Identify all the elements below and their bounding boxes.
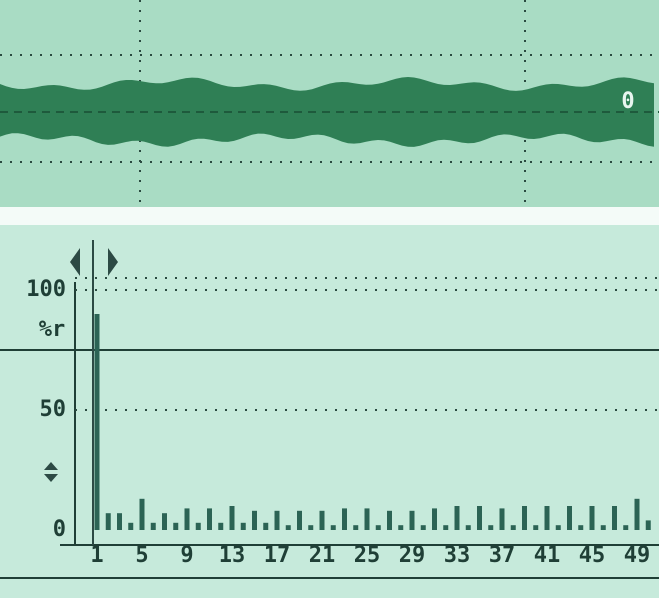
bar xyxy=(590,506,595,530)
bar xyxy=(342,508,347,530)
bar xyxy=(477,506,482,530)
bar xyxy=(556,525,561,530)
bar xyxy=(117,513,122,530)
bar xyxy=(162,513,167,530)
bar xyxy=(196,523,201,530)
bar xyxy=(432,508,437,530)
bar xyxy=(95,314,100,530)
bar xyxy=(128,523,133,530)
bar xyxy=(263,523,268,530)
bar xyxy=(286,525,291,530)
bar xyxy=(151,523,156,530)
bar xyxy=(106,513,111,530)
x-tick-label: 5 xyxy=(135,543,148,568)
bar xyxy=(331,525,336,530)
bar xyxy=(297,511,302,530)
y-tick-label: 100 xyxy=(26,277,66,302)
x-tick-label: 41 xyxy=(534,543,561,568)
y-tick-label: 0 xyxy=(53,517,66,542)
bar xyxy=(623,525,628,530)
x-tick-label: 25 xyxy=(354,543,381,568)
screen: 0 %r 0 50 100 1 5 9 13 17 21 25 29 33 37 41 45 49 xyxy=(0,0,659,598)
bar xyxy=(545,506,550,530)
bar xyxy=(387,511,392,530)
x-tick-label: 1 xyxy=(90,543,103,568)
bar xyxy=(140,499,145,530)
bar xyxy=(646,520,651,530)
y-tick-label: 50 xyxy=(40,397,67,422)
bar xyxy=(252,511,257,530)
bar xyxy=(308,525,313,530)
bar xyxy=(511,525,516,530)
bar xyxy=(488,525,493,530)
waveform-label: 0 xyxy=(621,89,634,114)
bar xyxy=(241,523,246,530)
bar xyxy=(173,523,178,530)
bar xyxy=(218,523,223,530)
x-tick-label: 33 xyxy=(444,543,471,568)
bar xyxy=(320,511,325,530)
bar xyxy=(398,525,403,530)
bar xyxy=(185,508,190,530)
bar xyxy=(207,508,212,530)
x-tick-label: 17 xyxy=(264,543,291,568)
bar xyxy=(443,525,448,530)
panel-gap xyxy=(0,207,659,225)
x-tick-label: 13 xyxy=(219,543,246,568)
bar xyxy=(410,511,415,530)
bar xyxy=(421,525,426,530)
bar xyxy=(612,506,617,530)
bar xyxy=(230,506,235,530)
x-tick-label: 49 xyxy=(624,543,651,568)
bar xyxy=(533,525,538,530)
x-tick-label: 9 xyxy=(180,543,193,568)
bar xyxy=(567,506,572,530)
page: {"waveform_label": "0", "chart_data": {"… xyxy=(0,0,659,598)
y-axis-label: %r xyxy=(39,317,66,342)
bar xyxy=(466,525,471,530)
x-tick-label: 37 xyxy=(489,543,516,568)
bar xyxy=(601,525,606,530)
bar xyxy=(365,508,370,530)
x-tick-label: 45 xyxy=(579,543,606,568)
bar xyxy=(376,525,381,530)
bar xyxy=(275,511,280,530)
x-tick-label: 29 xyxy=(399,543,426,568)
bar xyxy=(578,525,583,530)
bar xyxy=(500,508,505,530)
bar xyxy=(353,525,358,530)
bar xyxy=(635,499,640,530)
bar xyxy=(522,506,527,530)
x-tick-label: 21 xyxy=(309,543,336,568)
bar xyxy=(455,506,460,530)
